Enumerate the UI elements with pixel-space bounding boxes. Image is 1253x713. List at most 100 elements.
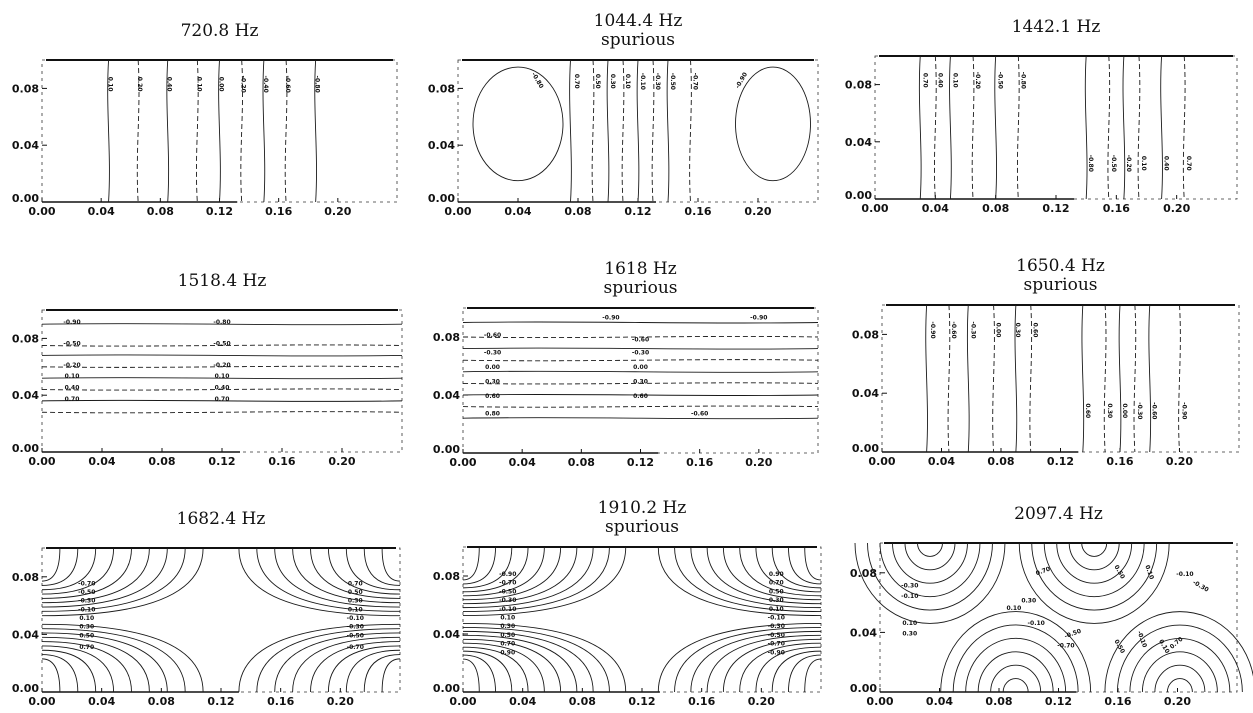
contour-line <box>1122 55 1126 200</box>
contour-label: -0.20 <box>974 72 981 89</box>
contour-line <box>41 623 204 693</box>
contour-label: -0.80 <box>314 75 321 92</box>
panel-title: 1044.4 Hz <box>594 11 683 31</box>
contour-label: -0.30 <box>1136 402 1143 419</box>
y-tick-label: 0.00 <box>852 442 879 455</box>
contour-line <box>41 365 403 368</box>
x-tick-label: 0.12 <box>624 205 651 218</box>
contour-line <box>462 546 480 581</box>
contour-line <box>41 547 115 595</box>
contour-line <box>804 658 822 693</box>
contour-line <box>327 547 401 595</box>
y-tick-label: 0.08 <box>428 82 455 95</box>
contour-line <box>256 547 401 612</box>
contour-label: -0.50 <box>347 632 364 639</box>
contour-line <box>892 542 968 584</box>
contour-line <box>462 546 578 605</box>
contour-panel: 720.8 Hz 0.00 0.04 0.08 0.12 0.16 0.20 0.00 0.04… <box>12 21 398 218</box>
contour-line <box>925 304 928 453</box>
contour-line <box>41 547 61 582</box>
contour-line <box>345 649 401 693</box>
contour-label: 0.20 <box>136 77 143 92</box>
contour-line <box>1084 55 1088 200</box>
contour-line <box>1166 678 1193 693</box>
panel-title: 1650.4 Hz <box>1016 256 1105 276</box>
contour-line <box>166 59 170 203</box>
contour-label: 0.30 <box>769 597 784 604</box>
panel-title: 1618 Hz <box>604 259 676 279</box>
contour-labels: -0.90-0.70-0.50-0.30-0.100.100.300.500.7… <box>499 571 785 656</box>
contour-label: 0.10 <box>769 606 784 613</box>
x-tick-label: 0.04 <box>928 455 955 468</box>
contour-line <box>1043 542 1145 598</box>
contour-label: 0.30 <box>79 624 94 631</box>
contour-line <box>657 546 822 616</box>
contour-label: -0.70 <box>692 73 699 90</box>
contour-label: -0.20 <box>213 362 230 369</box>
contour-line <box>917 542 943 557</box>
contour-label: 0.40 <box>215 385 230 392</box>
x-tick-label: 0.12 <box>1045 695 1072 708</box>
contour-label: 0.60 <box>1084 403 1091 418</box>
contour-label: 0.50 <box>1113 564 1126 580</box>
contour-label: 0.10 <box>1140 156 1147 171</box>
contour-line <box>788 546 822 585</box>
contour-label: -0.40 <box>262 75 269 92</box>
contour-label: 0.50 <box>348 589 363 596</box>
contour-line <box>636 59 640 203</box>
contour-label: -0.90 <box>768 649 785 656</box>
contour-label: -0.90 <box>602 315 619 322</box>
contour-label: -0.50 <box>63 341 80 348</box>
contour-label: -0.60 <box>691 410 708 417</box>
plot-frame <box>879 542 1238 693</box>
contour-label: -0.20 <box>1125 155 1132 172</box>
contour-line <box>804 546 822 581</box>
contour-line <box>41 388 403 391</box>
contour-line <box>462 359 819 362</box>
y-tick-label: 0.08 <box>845 79 872 92</box>
contour-line <box>327 645 401 693</box>
contour-label: -0.90 <box>63 319 80 326</box>
x-tick-label: 0.04 <box>504 205 531 218</box>
contour-line <box>1107 55 1111 200</box>
panel-subtitle: spurious <box>605 517 679 537</box>
panel-title: 1518.4 Hz <box>178 271 267 291</box>
contour-label: 0.10 <box>902 620 917 627</box>
contour-label: -0.80 <box>530 71 545 89</box>
contour-line <box>971 55 975 200</box>
contour-label: -0.80 <box>1019 72 1026 89</box>
contour-line <box>1116 625 1243 693</box>
contour-line <box>771 650 822 693</box>
contour-line <box>462 646 529 693</box>
contour-label: 0.60 <box>1032 323 1039 338</box>
contour-lines <box>472 59 811 203</box>
y-tick-label: 0.08 <box>433 570 460 583</box>
contour-line <box>41 377 403 380</box>
x-tick-label: 0.20 <box>1166 455 1193 468</box>
x-tick-label: 0.00 <box>444 205 471 218</box>
contour-line <box>674 546 822 613</box>
contour-line <box>1031 542 1158 611</box>
contour-label: -0.50 <box>669 73 676 90</box>
plot-frame <box>874 55 1238 200</box>
x-tick-label: 0.08 <box>564 205 591 218</box>
contour-label: -0.10 <box>499 606 516 613</box>
contour-label: -0.80 <box>1087 155 1094 172</box>
contour-line <box>689 59 692 203</box>
contour-label: 0.30 <box>902 630 917 637</box>
contour-label: -0.30 <box>484 349 501 356</box>
contour-label: 0.70 <box>215 396 230 403</box>
y-tick-label: 0.04 <box>845 136 872 149</box>
x-tick-label: 0.08 <box>568 456 595 469</box>
y-tick-label: 0.04 <box>12 139 39 152</box>
contour-line <box>1137 55 1141 200</box>
contour-label: 0.30 <box>1021 598 1036 605</box>
contour-line <box>706 546 822 605</box>
contour-line <box>238 623 401 693</box>
contour-line <box>274 547 401 608</box>
contour-line <box>918 55 922 200</box>
contour-label: 0.00 <box>1121 403 1128 418</box>
contour-labels: -0.80 0.70 0.50 0.30 0.10 -0.10 -0.30 -0.50 -0.7… <box>530 71 749 90</box>
